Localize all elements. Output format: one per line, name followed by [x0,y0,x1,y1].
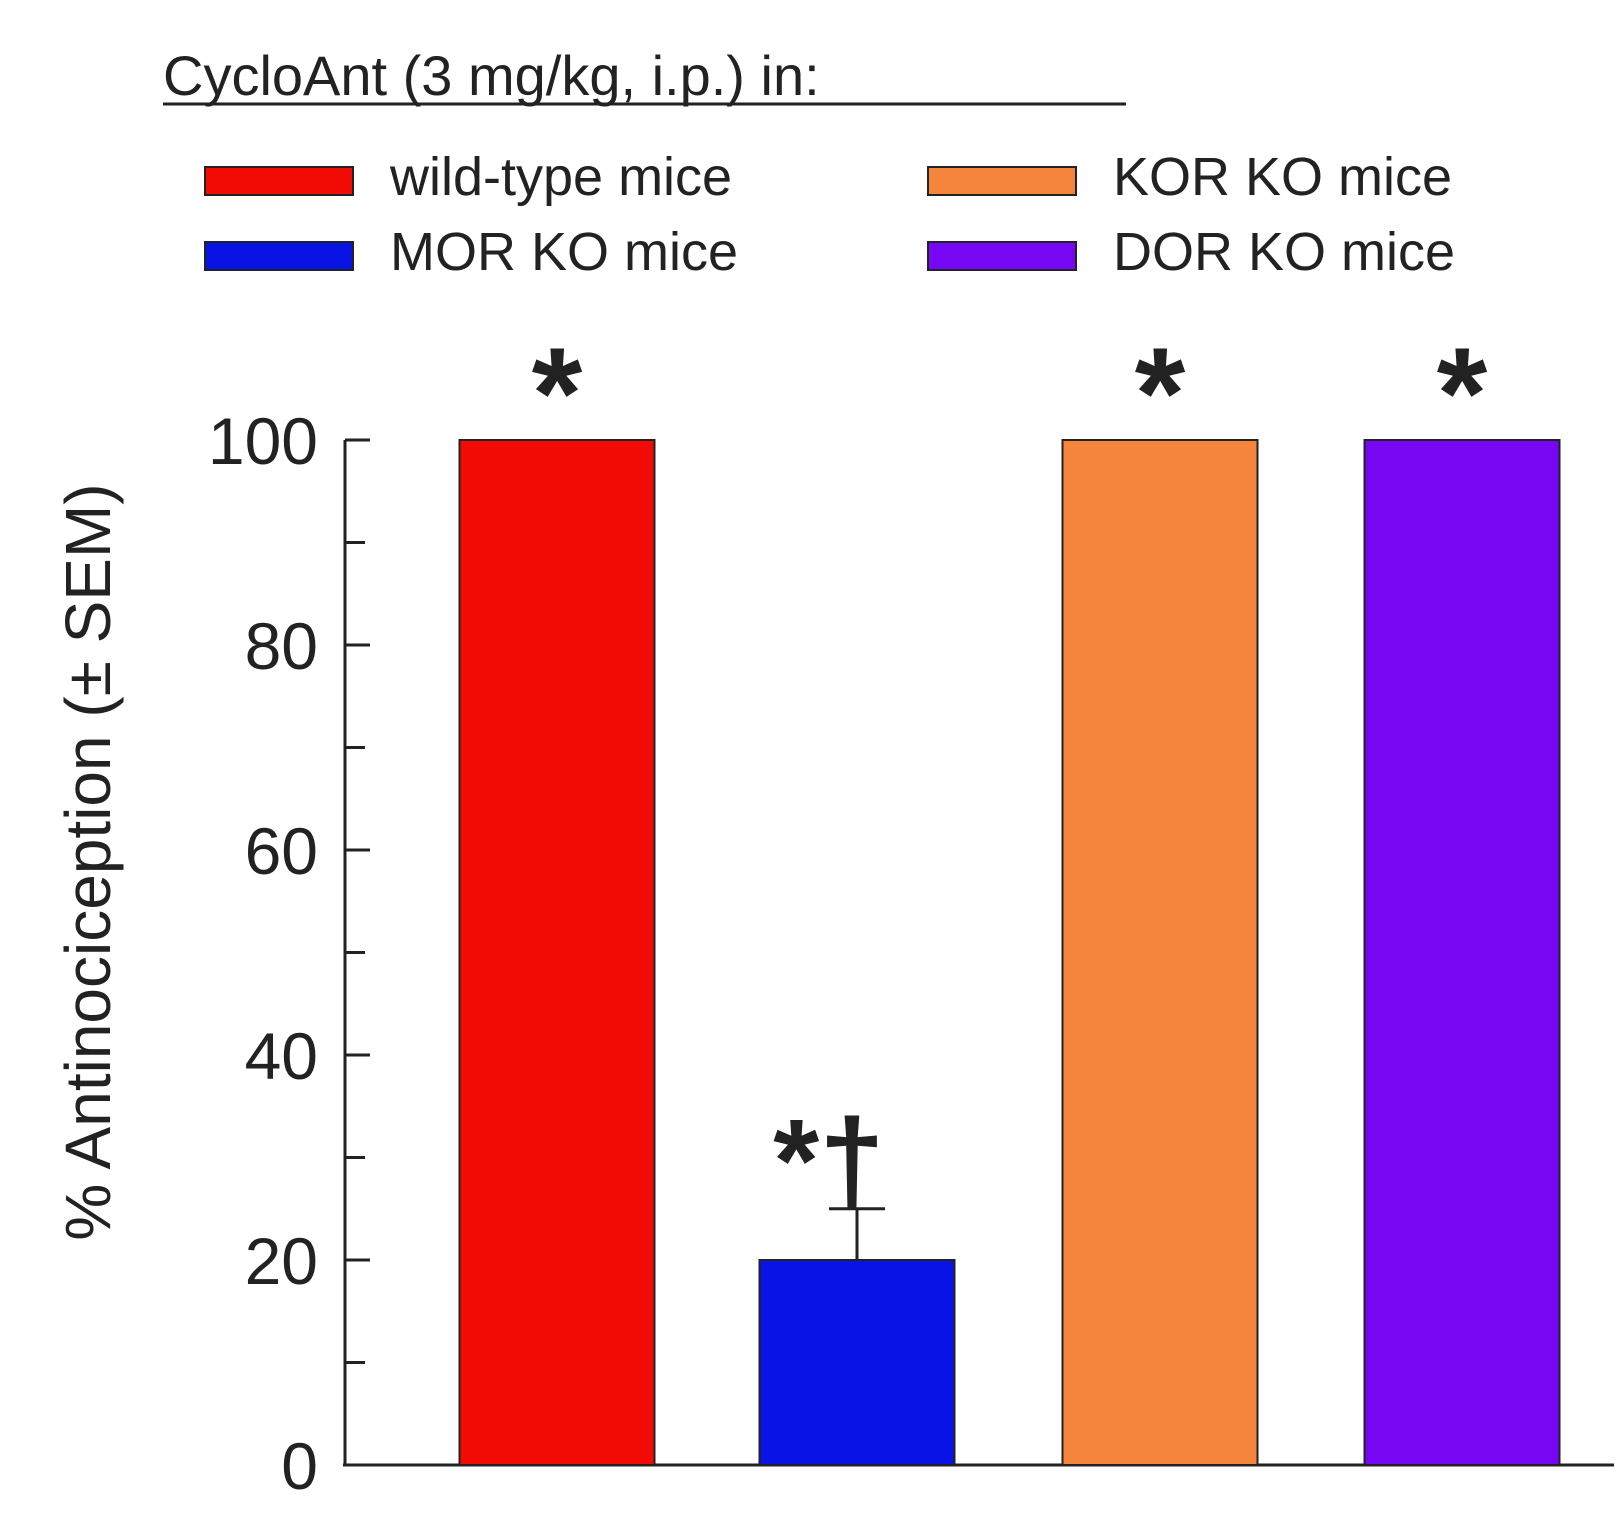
legend-swatch-4 [927,241,1077,271]
significance-annotations: * *† * * [532,320,1488,1227]
legend-swatch-2 [204,241,354,271]
annotation-3: * [1135,320,1186,466]
y-tick-label: 80 [245,609,318,683]
bar-1 [458,439,656,1466]
legend-swatch-1 [204,166,354,196]
y-ticks: 0 20 40 60 80 100 [208,404,370,1503]
annotation-1: * [532,320,583,466]
legend-label-4: DOR KO mice [1113,222,1455,282]
bar-2 [758,1259,956,1466]
chart-title: CycloAnt (3 mg/kg, i.p.) in: [163,44,820,107]
legend-swatch-3 [927,166,1077,196]
y-axis-label: % Antinociception (± SEM) [52,483,124,1240]
legend-label-3: KOR KO mice [1113,147,1452,207]
legend-label-2: MOR KO mice [390,222,738,282]
y-tick-label: 40 [245,1019,318,1093]
annotation-2: *† [773,1095,885,1227]
bar-4 [1363,439,1561,1466]
y-tick-label: 60 [245,814,318,888]
bars [458,439,1561,1466]
bar-3 [1061,439,1259,1466]
y-tick-label: 0 [281,1429,318,1503]
legend-label-1: wild-type mice [389,147,732,207]
y-tick-label: 100 [208,404,318,478]
y-tick-label: 20 [245,1224,318,1298]
legend: wild-type mice MOR KO mice KOR KO mice DOR … [204,147,1455,282]
annotation-4: * [1437,320,1488,466]
